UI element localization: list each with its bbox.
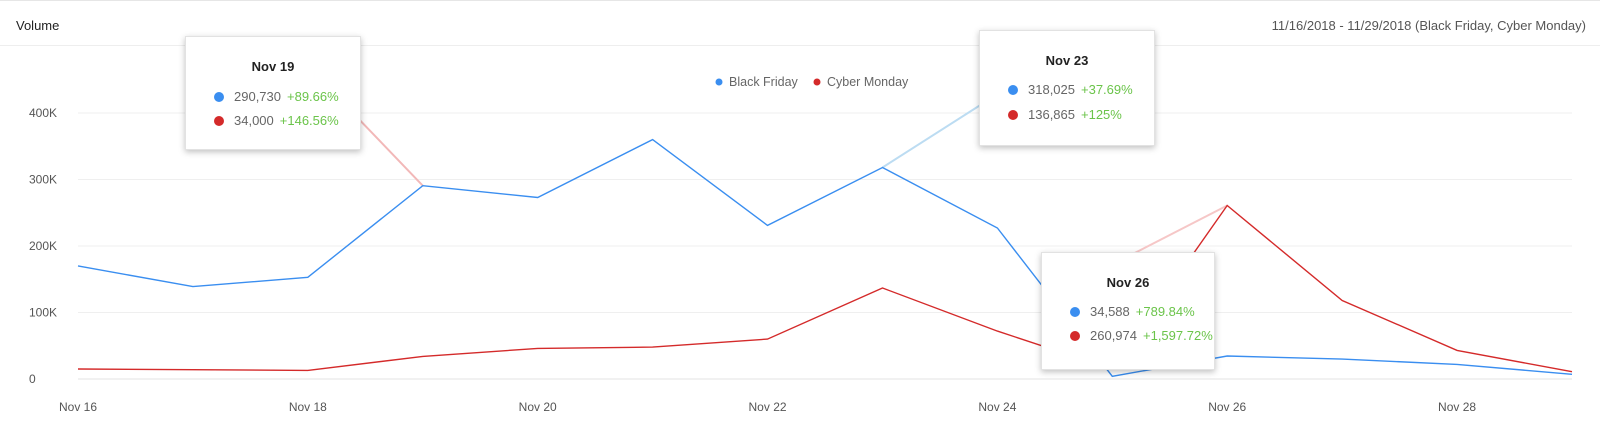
black-friday-series-line	[77, 138, 1573, 378]
black-friday-dot-icon	[214, 91, 224, 102]
tooltip-change: +89.66%	[287, 89, 339, 104]
tooltip-value: 136,865	[1028, 107, 1075, 122]
legend-label: Cyber Monday	[827, 75, 909, 89]
legend-label: Black Friday	[729, 75, 799, 89]
tooltip-row-cyber-monday: 260,974 +1,597.72%	[1070, 328, 1213, 343]
x-tick-label: Nov 16	[59, 400, 97, 414]
date-range-label: 11/16/2018 - 11/29/2018 (Black Friday, C…	[1271, 18, 1586, 33]
tooltip-nov-19: Nov 19 290,730 +89.66% 34,000 +146.56%	[185, 36, 361, 150]
tooltip-row-cyber-monday: 136,865 +125%	[1008, 107, 1122, 122]
tooltip-nov-26: Nov 26 34,588 +789.84% 260,974 +1,597.72…	[1041, 252, 1215, 370]
tooltip-value: 290,730	[234, 89, 281, 104]
x-tick-label: Nov 28	[1438, 400, 1476, 414]
tooltip-value: 34,000	[234, 113, 274, 128]
tooltip-connector	[881, 103, 983, 169]
tooltip-value: 34,588	[1090, 304, 1130, 319]
cyber-monday-series-line	[77, 204, 1573, 373]
tooltip-row-cyber-monday: 34,000 +146.56%	[214, 113, 339, 128]
y-tick-label: 0	[29, 372, 36, 386]
tooltip-nov-23: Nov 23 318,025 +37.69% 136,865 +125%	[979, 30, 1155, 146]
tooltip-change: +125%	[1081, 107, 1122, 122]
cyber-monday-dot-icon	[214, 115, 224, 126]
tooltip-value: 260,974	[1090, 328, 1137, 343]
cyber-monday-dot-icon	[1070, 330, 1080, 341]
x-tick-label: Nov 26	[1208, 400, 1246, 414]
y-tick-label: 200K	[29, 239, 57, 253]
y-tick-label: 400K	[29, 106, 57, 120]
tooltip-row-black-friday: 34,588 +789.84%	[1070, 304, 1195, 319]
cyber-monday-dot-icon	[1008, 109, 1018, 120]
tooltip-change: +37.69%	[1081, 82, 1133, 97]
tooltip-change: +146.56%	[279, 113, 339, 128]
tooltip-row-black-friday: 290,730 +89.66%	[214, 89, 339, 104]
black-friday-dot-icon	[1008, 84, 1018, 95]
x-tick-label: Nov 24	[978, 400, 1016, 414]
x-tick-label: Nov 22	[749, 400, 787, 414]
y-tick-label: 100K	[29, 306, 57, 320]
tooltip-connector	[351, 111, 424, 187]
chart-header: Volume 11/16/2018 - 11/29/2018 (Black Fr…	[0, 0, 1600, 46]
tooltip-title: Nov 26	[1106, 275, 1150, 290]
legend-dot-icon	[813, 78, 821, 86]
tooltip-title: Nov 23	[1045, 53, 1089, 68]
y-tick-label: 300K	[29, 173, 57, 187]
tooltip-connector	[1124, 204, 1228, 259]
tooltip-change: +789.84%	[1135, 304, 1195, 319]
chart-title: Volume	[16, 18, 60, 33]
tooltip-row-black-friday: 318,025 +37.69%	[1008, 82, 1133, 97]
x-tick-label: Nov 20	[519, 400, 557, 414]
legend-dot-icon	[715, 78, 723, 86]
tooltip-change: +1,597.72%	[1143, 328, 1213, 343]
black-friday-dot-icon	[1070, 306, 1080, 317]
tooltip-title: Nov 19	[251, 59, 295, 74]
x-tick-label: Nov 18	[289, 400, 327, 414]
tooltip-value: 318,025	[1028, 82, 1075, 97]
